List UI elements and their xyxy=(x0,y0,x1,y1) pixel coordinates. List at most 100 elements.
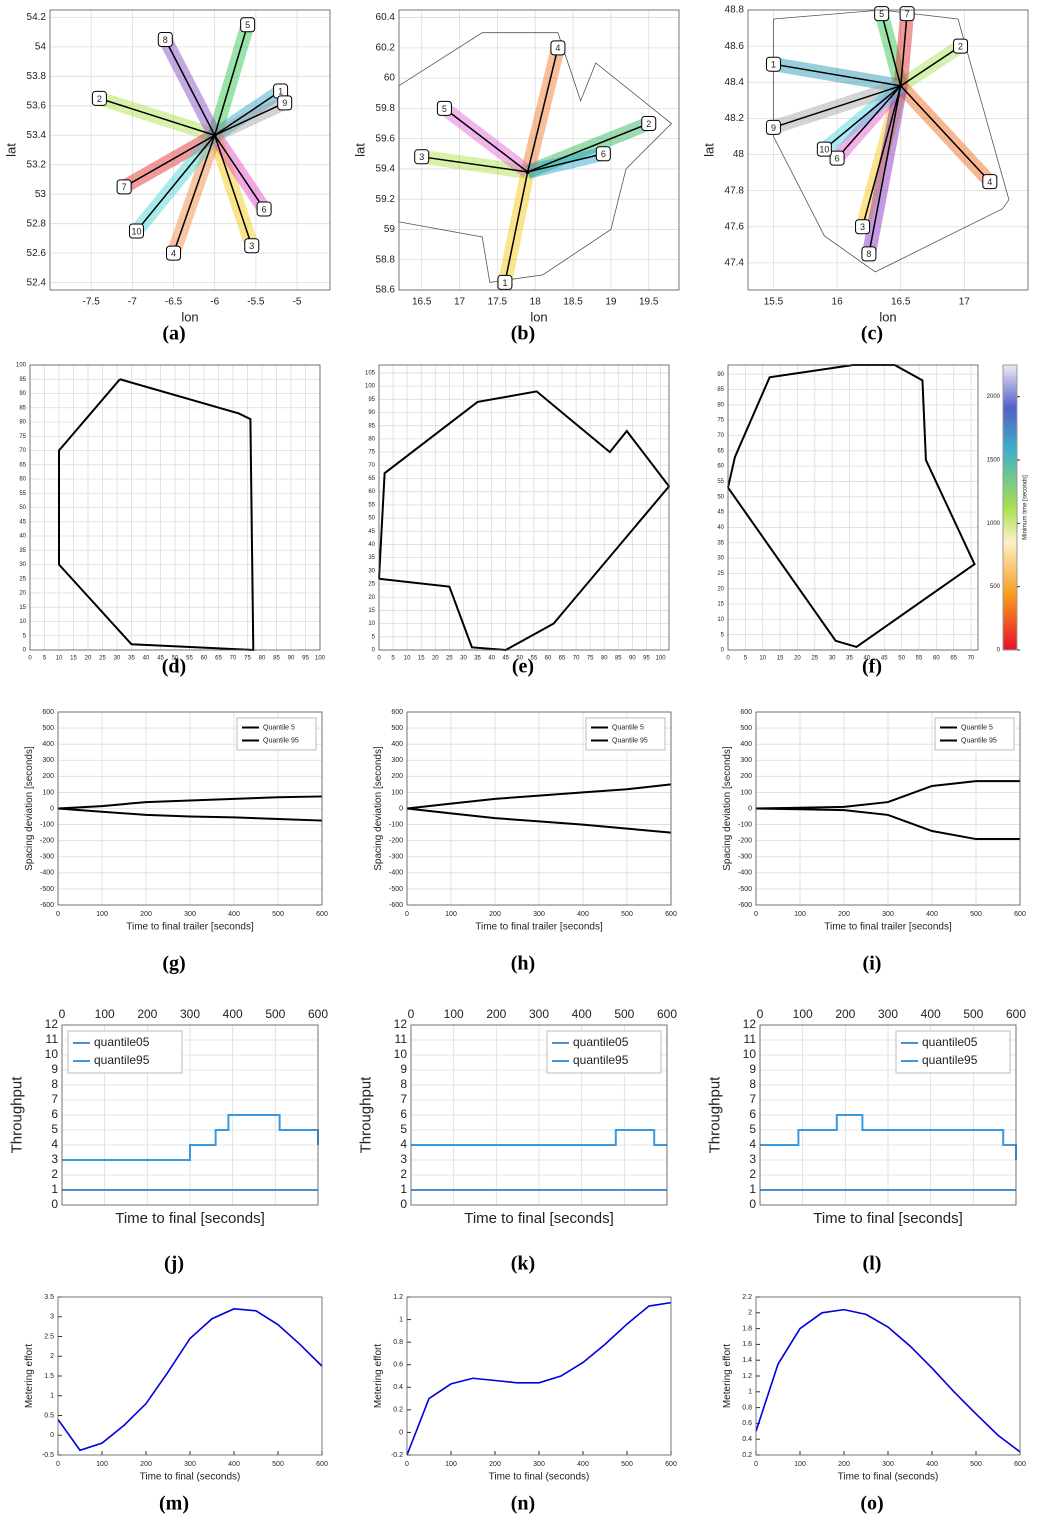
y-tick-label: -500 xyxy=(40,886,54,893)
y-tick-label: -500 xyxy=(389,886,403,893)
plot-frame xyxy=(747,9,1029,291)
y-tick-label: 6 xyxy=(749,1107,756,1121)
y-tick-label: 1 xyxy=(400,1182,407,1196)
route-line xyxy=(421,156,528,173)
center-point xyxy=(525,169,530,174)
x-tick-label: -5 xyxy=(293,297,302,308)
x-tick-label: 16 xyxy=(832,297,844,308)
y-tick-label: -200 xyxy=(40,838,54,845)
x-tick-label: 45 xyxy=(881,656,888,662)
plot-frame xyxy=(759,1024,1017,1206)
plot-frame xyxy=(410,1024,668,1206)
panel-label: (e) xyxy=(512,656,534,678)
colorbar-tick-label: 0 xyxy=(997,648,1001,654)
y-tick-label: 3 xyxy=(50,1314,54,1321)
y-tick-label: 47.6 xyxy=(725,221,745,232)
route-line xyxy=(213,135,253,247)
x-axis-label: Time to final trailer [seconds] xyxy=(126,922,254,933)
y-tick-label: 55 xyxy=(19,491,26,497)
y-tick-label: 600 xyxy=(42,709,54,716)
route-line xyxy=(900,45,961,87)
y-tick-label: 2 xyxy=(748,1310,752,1317)
x-tick-label: 0 xyxy=(754,911,758,918)
y-tick-label: 9 xyxy=(749,1062,756,1076)
route-label: 8 xyxy=(163,35,168,45)
route-label: 9 xyxy=(282,98,287,108)
legend-label: quantile05 xyxy=(922,1035,978,1049)
y-tick-label: 90 xyxy=(717,372,724,378)
y-tick-label: 25 xyxy=(368,582,375,588)
x-tick-label: 60 xyxy=(545,656,552,662)
x-tick-label: 600 xyxy=(1014,1461,1026,1468)
y-tick-label: 60.2 xyxy=(376,42,396,53)
x-tick-label: 45 xyxy=(502,656,509,662)
x-tick-label: 100 xyxy=(794,911,806,918)
x-axis-label: Time to final trailer [seconds] xyxy=(824,922,952,933)
route-line xyxy=(899,13,908,86)
y-tick-label: 1 xyxy=(51,1182,58,1196)
panel-label: (m) xyxy=(159,1493,189,1515)
y-tick-label: 53.2 xyxy=(27,159,47,170)
y-tick-label: 2 xyxy=(400,1167,407,1181)
route-label: 4 xyxy=(555,43,560,53)
route-line xyxy=(773,85,901,129)
route-label: 10 xyxy=(819,144,829,154)
x-tick-label: -5.5 xyxy=(247,297,265,308)
route-line xyxy=(213,24,249,136)
x-tick-label: 10 xyxy=(56,656,63,662)
y-tick-label: -600 xyxy=(40,902,54,909)
y-tick-label: 9 xyxy=(51,1062,58,1076)
series-line xyxy=(760,1114,1017,1160)
route-label: 9 xyxy=(771,123,776,133)
x-tick-label: 0 xyxy=(59,1007,66,1021)
y-tick-label: 12 xyxy=(45,1017,59,1031)
plot-frame xyxy=(727,364,979,651)
x-tick-label: 500 xyxy=(963,1007,983,1021)
plot-area xyxy=(58,1297,322,1455)
route-box xyxy=(816,141,832,157)
y-tick-label: 400 xyxy=(391,741,403,748)
route-label: 2 xyxy=(97,94,102,104)
y-tick-label: 7 xyxy=(400,1092,407,1106)
y-tick-label: 3 xyxy=(749,1152,756,1166)
x-tick-label: 400 xyxy=(926,911,938,918)
y-tick-label: 85 xyxy=(368,423,375,429)
x-axis-label: lon xyxy=(530,309,547,324)
x-tick-label: 30 xyxy=(829,656,836,662)
legend-label: Quantile 95 xyxy=(961,737,997,744)
x-tick-label: 70 xyxy=(230,656,237,662)
x-tick-label: 85 xyxy=(615,656,622,662)
y-tick-label: -300 xyxy=(738,854,752,861)
route-line xyxy=(504,171,529,283)
legend-label: quantile05 xyxy=(94,1035,150,1049)
x-tick-label: 500 xyxy=(614,1007,634,1021)
y-tick-label: 0.8 xyxy=(742,1404,752,1411)
legend-label: Quantile 5 xyxy=(263,724,295,731)
x-tick-label: 600 xyxy=(1006,1007,1026,1021)
y-tick-label: 53.4 xyxy=(27,130,47,141)
y-tick-label: -0.2 xyxy=(391,1452,403,1459)
y-tick-label: 1.8 xyxy=(742,1325,752,1332)
route-line xyxy=(880,13,902,87)
y-tick-label: 75 xyxy=(717,418,724,424)
y-tick-label: 500 xyxy=(391,725,403,732)
y-tick-label: 7 xyxy=(749,1092,756,1106)
x-axis-label: Time to final (seconds) xyxy=(489,1472,590,1483)
plot-frame xyxy=(57,1296,323,1456)
y-tick-label: -400 xyxy=(389,870,403,877)
y-tick-label: 1.6 xyxy=(742,1341,752,1348)
plot-frame xyxy=(398,9,680,291)
route-label: 4 xyxy=(987,177,992,187)
y-tick-label: 85 xyxy=(717,387,724,393)
y-tick-label: 1 xyxy=(749,1182,756,1196)
y-tick-label: 0.2 xyxy=(742,1452,752,1459)
series-line xyxy=(411,1129,667,1146)
x-tick-label: 200 xyxy=(140,1461,152,1468)
y-tick-label: 3 xyxy=(400,1152,407,1166)
panel-label: (l) xyxy=(863,1253,882,1275)
route-line xyxy=(861,85,902,227)
center-point xyxy=(898,83,903,88)
x-tick-label: 300 xyxy=(878,1007,898,1021)
route-line xyxy=(823,85,902,150)
plot-frame xyxy=(755,711,1021,906)
